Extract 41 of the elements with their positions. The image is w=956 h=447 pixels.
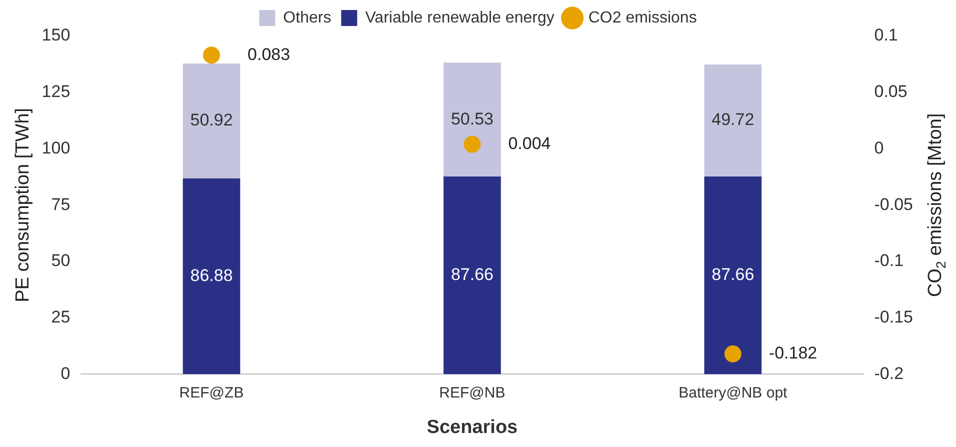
x-tick-label: REF@NB [439, 384, 506, 402]
y2-tick-label: 0.1 [874, 26, 898, 45]
bar [704, 176, 762, 374]
point [724, 345, 742, 362]
data-label: 50.92 [190, 110, 233, 130]
y-tick-label: 100 [42, 138, 70, 158]
data-label: 0.004 [508, 134, 551, 153]
data-label: 50.53 [450, 109, 494, 128]
y2-axis-title: CO2 emissions [Mton] [925, 113, 948, 297]
legend-label: Variable renewable energy [365, 9, 554, 26]
y2-tick-label: 0 [874, 138, 884, 158]
y-tick-label: 0 [60, 364, 70, 383]
y2-tick-label: -0.05 [874, 194, 913, 214]
data-label: 87.66 [712, 265, 754, 284]
y-tick-label: 150 [42, 26, 70, 45]
data-label: 0.083 [248, 44, 290, 64]
bar [444, 62, 501, 177]
data-label: 49.72 [712, 110, 754, 130]
y2-tick-label: -0.15 [874, 308, 913, 327]
bar [444, 176, 501, 374]
bar [182, 64, 240, 178]
y2-tick-label: -0.1 [874, 251, 904, 270]
y-axis-title: PE consumption [TWh] [12, 108, 34, 302]
y-tick-label: 125 [42, 82, 70, 102]
bar [182, 178, 240, 374]
point [464, 136, 481, 153]
data-label: 86.88 [190, 266, 233, 285]
point [203, 46, 220, 64]
y-tick-label: 75 [51, 194, 70, 214]
x-tick-label: REF@ZB [179, 384, 244, 402]
x-axis-title: Scenarios [426, 416, 518, 438]
x-tick-label: Battery@NB opt [678, 384, 788, 402]
legend-label: CO2 emissions [588, 9, 697, 26]
y2-tick-label: -0.2 [874, 364, 904, 383]
bar [704, 64, 762, 177]
data-label: 87.66 [450, 265, 494, 284]
legend-label: Others [283, 9, 332, 26]
data-label: -0.182 [768, 344, 818, 363]
y-tick-label: 25 [51, 308, 70, 327]
y2-tick-label: 0.05 [874, 82, 908, 102]
y-tick-label: 50 [51, 251, 70, 270]
